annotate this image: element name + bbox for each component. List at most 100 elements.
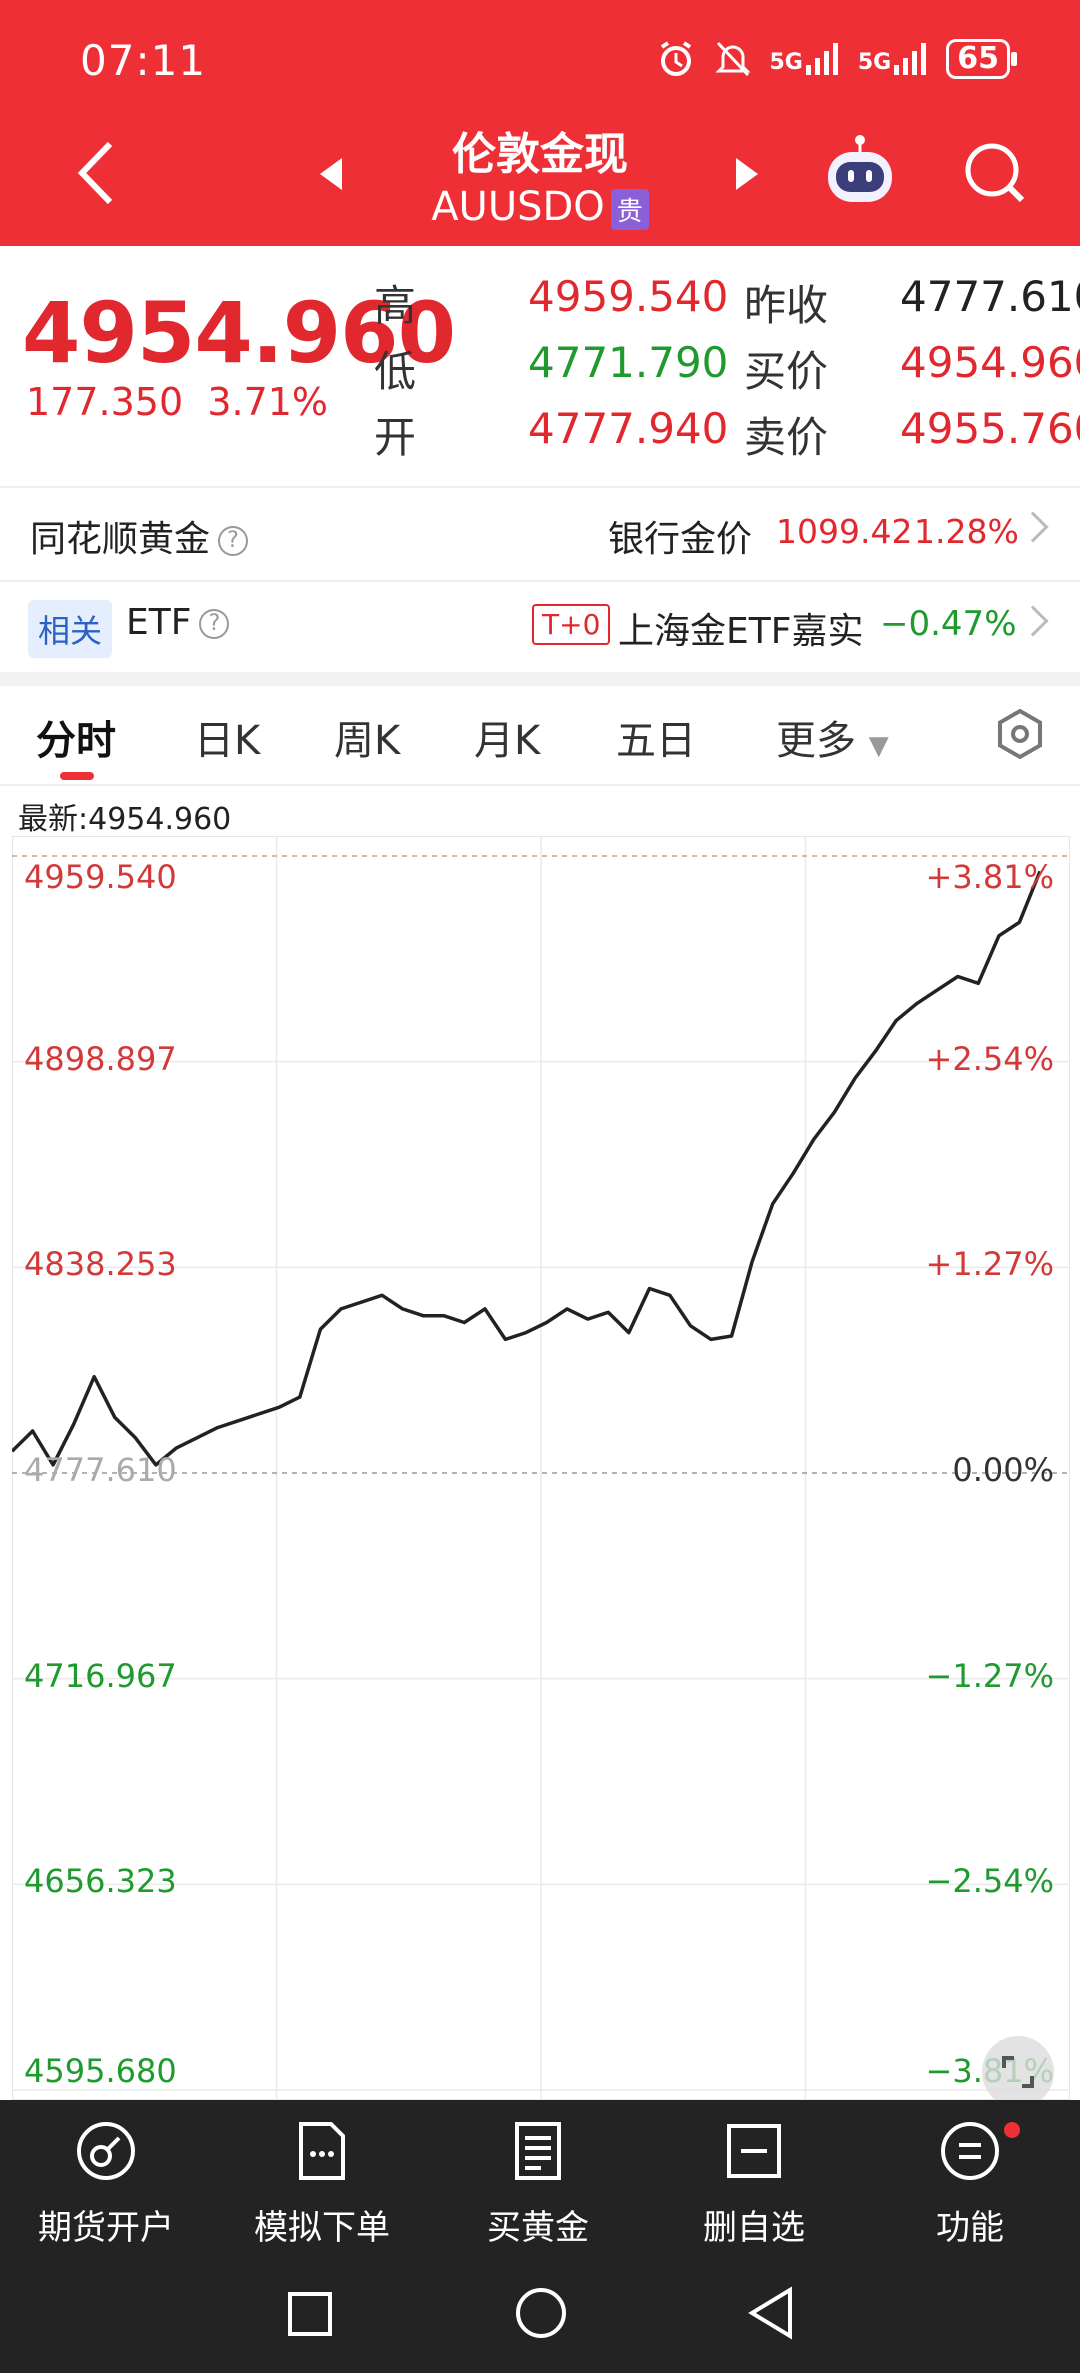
divider: [0, 784, 1080, 786]
y-tick-label: 4595.680: [24, 2052, 177, 2090]
functions-button[interactable]: 功能: [880, 2120, 1060, 2249]
document-dots-icon: [299, 2122, 345, 2180]
bank-gold-label: 银行金价: [608, 519, 753, 560]
dropdown-triangle-icon: ▼: [868, 731, 889, 761]
related-etf-row[interactable]: 相关 ETF? T+0 上海金ETF嘉实 −0.47%: [0, 582, 1080, 674]
help-icon[interactable]: ?: [199, 609, 230, 639]
prev-triangle-icon[interactable]: [318, 156, 344, 192]
battery-icon: 65: [946, 39, 1017, 79]
tab-monthly-k[interactable]: 月K: [474, 718, 541, 764]
search-icon[interactable]: [962, 140, 1028, 206]
nav-label: 删自选: [703, 2208, 805, 2248]
period-tabs: 分时 日K 周K 月K 五日 更多 ▼: [0, 686, 1080, 786]
ask-label: 卖价: [744, 413, 829, 462]
y-tick-label: 4959.540: [24, 858, 177, 896]
quote-panel: 4954.960 177.350 3.71% 高 4959.540 昨收 477…: [0, 246, 1080, 486]
divider: [0, 486, 1080, 488]
tab-more-label: 更多: [776, 718, 856, 764]
pct-tick-label: +2.54%: [925, 1039, 1054, 1078]
bottom-action-bar: 期货开户 模拟下单 买黄金 删自选 功能: [0, 2100, 1080, 2373]
open-label: 开: [374, 413, 417, 462]
y-tick-label: 4777.610: [24, 1451, 177, 1489]
settings-hexagon-icon[interactable]: [994, 708, 1046, 760]
tab-weekly-k[interactable]: 周K: [334, 718, 401, 764]
back-arrow-icon[interactable]: [76, 140, 116, 206]
price-change: 177.350 3.71%: [26, 380, 328, 424]
buy-gold-button[interactable]: 买黄金: [448, 2120, 628, 2249]
etf-name: 上海金ETF嘉实: [618, 611, 864, 652]
chevron-right-icon: [1017, 511, 1049, 543]
high-value: 4959.540: [528, 272, 729, 321]
menu-circle-icon: [941, 2122, 999, 2180]
remove-box-icon: [727, 2124, 781, 2178]
tab-daily-k[interactable]: 日K: [194, 718, 261, 764]
nav-label: 买黄金: [487, 2208, 589, 2248]
fullscreen-button[interactable]: [982, 2036, 1054, 2108]
status-bar: 07:11 5G 5G 65: [0, 0, 1080, 120]
help-icon[interactable]: ?: [218, 526, 249, 556]
header-bar: 07:11 5G 5G 65 伦敦金现 AUUSDO 贵: [0, 0, 1080, 246]
prev-close-label: 昨收: [744, 281, 829, 330]
bank-gold-price: 1099.42: [776, 512, 913, 551]
document-lines-icon: [515, 2122, 561, 2180]
signal-icon-1: 5G: [770, 43, 840, 75]
related-tag: 相关: [28, 600, 113, 658]
y-tick-label: 4898.897: [24, 1039, 177, 1078]
gold-price-row[interactable]: 同花顺黄金? 银行金价 1099.42 1.28%: [0, 488, 1080, 580]
pct-tick-label: 0.00%: [952, 1451, 1054, 1489]
pct-tick-label: −2.54%: [925, 1862, 1054, 1901]
last-price: 4954.960: [22, 284, 456, 382]
prev-close-value: 4777.610: [900, 272, 1080, 321]
gold-label-text: 同花顺黄金: [30, 519, 211, 560]
latest-price-label: 最新:4954.960: [18, 802, 232, 837]
etf-label: ETF?: [126, 602, 230, 643]
signal-icon-2: 5G: [858, 43, 928, 75]
simulated-order-button[interactable]: 模拟下单: [232, 2120, 412, 2249]
back-triangle-icon[interactable]: [746, 2286, 796, 2340]
mute-bell-icon: [714, 41, 751, 77]
bid-value: 4954.960: [900, 338, 1080, 387]
page-title: 伦敦金现: [452, 129, 628, 180]
status-time: 07:11: [80, 36, 207, 85]
robot-assistant-icon[interactable]: [820, 132, 900, 212]
tab-intraday[interactable]: 分时: [36, 718, 116, 764]
nav-label: 期货开户: [38, 2208, 174, 2248]
nav-label: 功能: [936, 2208, 1004, 2248]
change-percent: 3.71%: [207, 380, 329, 424]
chart-svg: [10, 836, 1070, 2100]
status-icons: 5G 5G 65: [656, 34, 1017, 84]
section-gap: [0, 672, 1080, 686]
signal-label-1: 5G: [769, 50, 803, 75]
divider: [0, 580, 1080, 582]
alarm-icon: [660, 41, 691, 76]
active-tab-indicator: [60, 772, 94, 780]
tab-more[interactable]: 更多 ▼: [776, 708, 889, 766]
pct-tick-label: +3.81%: [925, 858, 1054, 896]
instrument-code: AUUSDO 贵: [0, 184, 1080, 230]
next-triangle-icon[interactable]: [734, 156, 760, 192]
price-line: [10, 870, 1042, 1467]
intraday-chart[interactable]: 4959.540 +3.81% 4898.897 +2.54% 4838.253 +1.2…: [10, 836, 1070, 2108]
code-text: AUUSDO: [431, 184, 605, 230]
nav-label: 模拟下单: [254, 2208, 390, 2248]
y-tick-label: 4716.967: [24, 1656, 177, 1695]
low-label: 低: [374, 347, 417, 396]
t0-tag: T+0: [532, 604, 611, 645]
gold-label: 同花顺黄金?: [30, 510, 249, 562]
notification-dot: [1004, 2122, 1020, 2138]
bid-label: 买价: [744, 347, 829, 396]
ask-value: 4955.760: [900, 404, 1080, 453]
expand-icon: [1002, 2056, 1034, 2088]
bank-gold-pct: 1.28%: [914, 512, 1019, 551]
low-value: 4771.790: [528, 338, 729, 387]
signal-label-2: 5G: [857, 50, 892, 75]
tab-five-day[interactable]: 五日: [616, 718, 696, 764]
recent-apps-icon[interactable]: [286, 2290, 334, 2338]
remove-watchlist-button[interactable]: 删自选: [664, 2120, 844, 2249]
open-value: 4777.940: [528, 404, 729, 453]
open-futures-account-button[interactable]: 期货开户: [16, 2120, 196, 2249]
chevron-right-icon: [1017, 605, 1049, 637]
etf-pct: −0.47%: [880, 604, 1017, 644]
home-icon[interactable]: [514, 2286, 568, 2340]
y-tick-label: 4838.253: [24, 1245, 177, 1284]
